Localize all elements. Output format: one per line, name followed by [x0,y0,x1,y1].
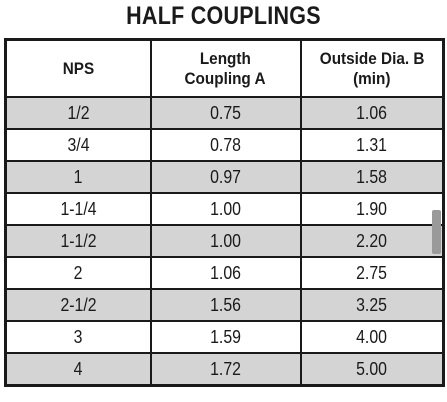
cell-od-value: 4.00 [356,326,388,347]
cell-nps: 1 [4,160,152,194]
cell-length-value: 1.72 [210,358,241,379]
cell-nps: 1-1/2 [4,224,152,258]
cell-nps-value: 1 [73,166,83,187]
cell-length-value: 1.56 [210,294,241,315]
cell-length: 1.00 [149,224,302,258]
column-header-length-line1: Length [200,48,251,68]
cell-od: 1.06 [299,96,445,130]
cell-nps-value: 3/4 [67,134,90,155]
cell-length: 1.06 [149,256,302,290]
cell-od: 3.25 [299,288,445,322]
cell-od: 1.58 [299,160,445,194]
cell-length-value: 1.06 [210,262,241,283]
table-row: 1-1/4 1.00 1.90 [4,192,445,226]
cell-length-value: 0.78 [210,134,241,155]
column-header-nps: NPS [4,38,152,98]
cell-od: 1.31 [299,128,445,162]
cell-length: 0.78 [149,128,302,162]
cell-od-value: 1.06 [356,102,388,123]
cell-nps: 2-1/2 [4,288,152,322]
page-title: HALF COUPLINGS [126,2,321,30]
table-row: 3 1.59 4.00 [4,320,445,354]
cell-od-value: 5.00 [356,358,388,379]
cell-od-value: 1.31 [356,134,388,155]
cell-od-value: 2.75 [356,262,388,283]
cell-nps-value: 2 [73,262,83,283]
cell-od-value: 3.25 [356,294,388,315]
cell-od-value: 1.58 [356,166,388,187]
cell-od-value: 2.20 [356,230,388,251]
table-row: 1-1/2 1.00 2.20 [4,224,445,258]
cell-length: 1.72 [149,352,302,387]
cell-od: 4.00 [299,320,445,354]
table-row: 4 1.72 5.00 [4,352,445,387]
cell-nps: 1-1/4 [4,192,152,226]
cell-nps: 3 [4,320,152,354]
cell-length: 1.59 [149,320,302,354]
table-row: 2 1.06 2.75 [4,256,445,290]
table-row: 2-1/2 1.56 3.25 [4,288,445,322]
cell-length-value: 0.97 [210,166,241,187]
column-header-length-line2: Coupling A [184,68,266,88]
cell-length: 1.56 [149,288,302,322]
column-header-od-line2: (min) [353,68,391,88]
cell-nps-value: 1-1/4 [60,198,97,219]
cell-nps: 4 [4,352,152,387]
column-header-outside-dia: Outside Dia. B (min) [299,38,445,98]
column-header-od-line1: Outside Dia. B [319,48,425,68]
table-row: 1 0.97 1.58 [4,160,445,194]
cell-nps-value: 4 [73,358,83,379]
cell-nps: 2 [4,256,152,290]
cell-nps-value: 3 [73,326,83,347]
cell-length-value: 0.75 [210,102,241,123]
table-header-row: NPS Length Coupling A Outside Dia. B (mi… [4,38,445,98]
cell-length: 0.97 [149,160,302,194]
cell-length: 1.00 [149,192,302,226]
cell-nps-value: 2-1/2 [60,294,97,315]
column-header-nps-label: NPS [62,58,94,78]
cell-nps-value: 1/2 [67,102,90,123]
half-couplings-table: NPS Length Coupling A Outside Dia. B (mi… [4,38,445,387]
scrollbar-thumb[interactable] [432,210,441,254]
cell-length: 0.75 [149,96,302,130]
cell-nps-value: 1-1/2 [60,230,97,251]
cell-length-value: 1.00 [210,230,241,251]
cell-od: 5.00 [299,352,445,387]
table-row: 3/4 0.78 1.31 [4,128,445,162]
column-header-length: Length Coupling A [149,38,302,98]
cell-length-value: 1.59 [210,326,241,347]
cell-nps: 1/2 [4,96,152,130]
cell-nps: 3/4 [4,128,152,162]
cell-od-value: 1.90 [356,198,388,219]
table-row: 1/2 0.75 1.06 [4,96,445,130]
cell-length-value: 1.00 [210,198,241,219]
cell-od: 2.75 [299,256,445,290]
cell-od: 1.90 [299,192,445,226]
cell-od: 2.20 [299,224,445,258]
